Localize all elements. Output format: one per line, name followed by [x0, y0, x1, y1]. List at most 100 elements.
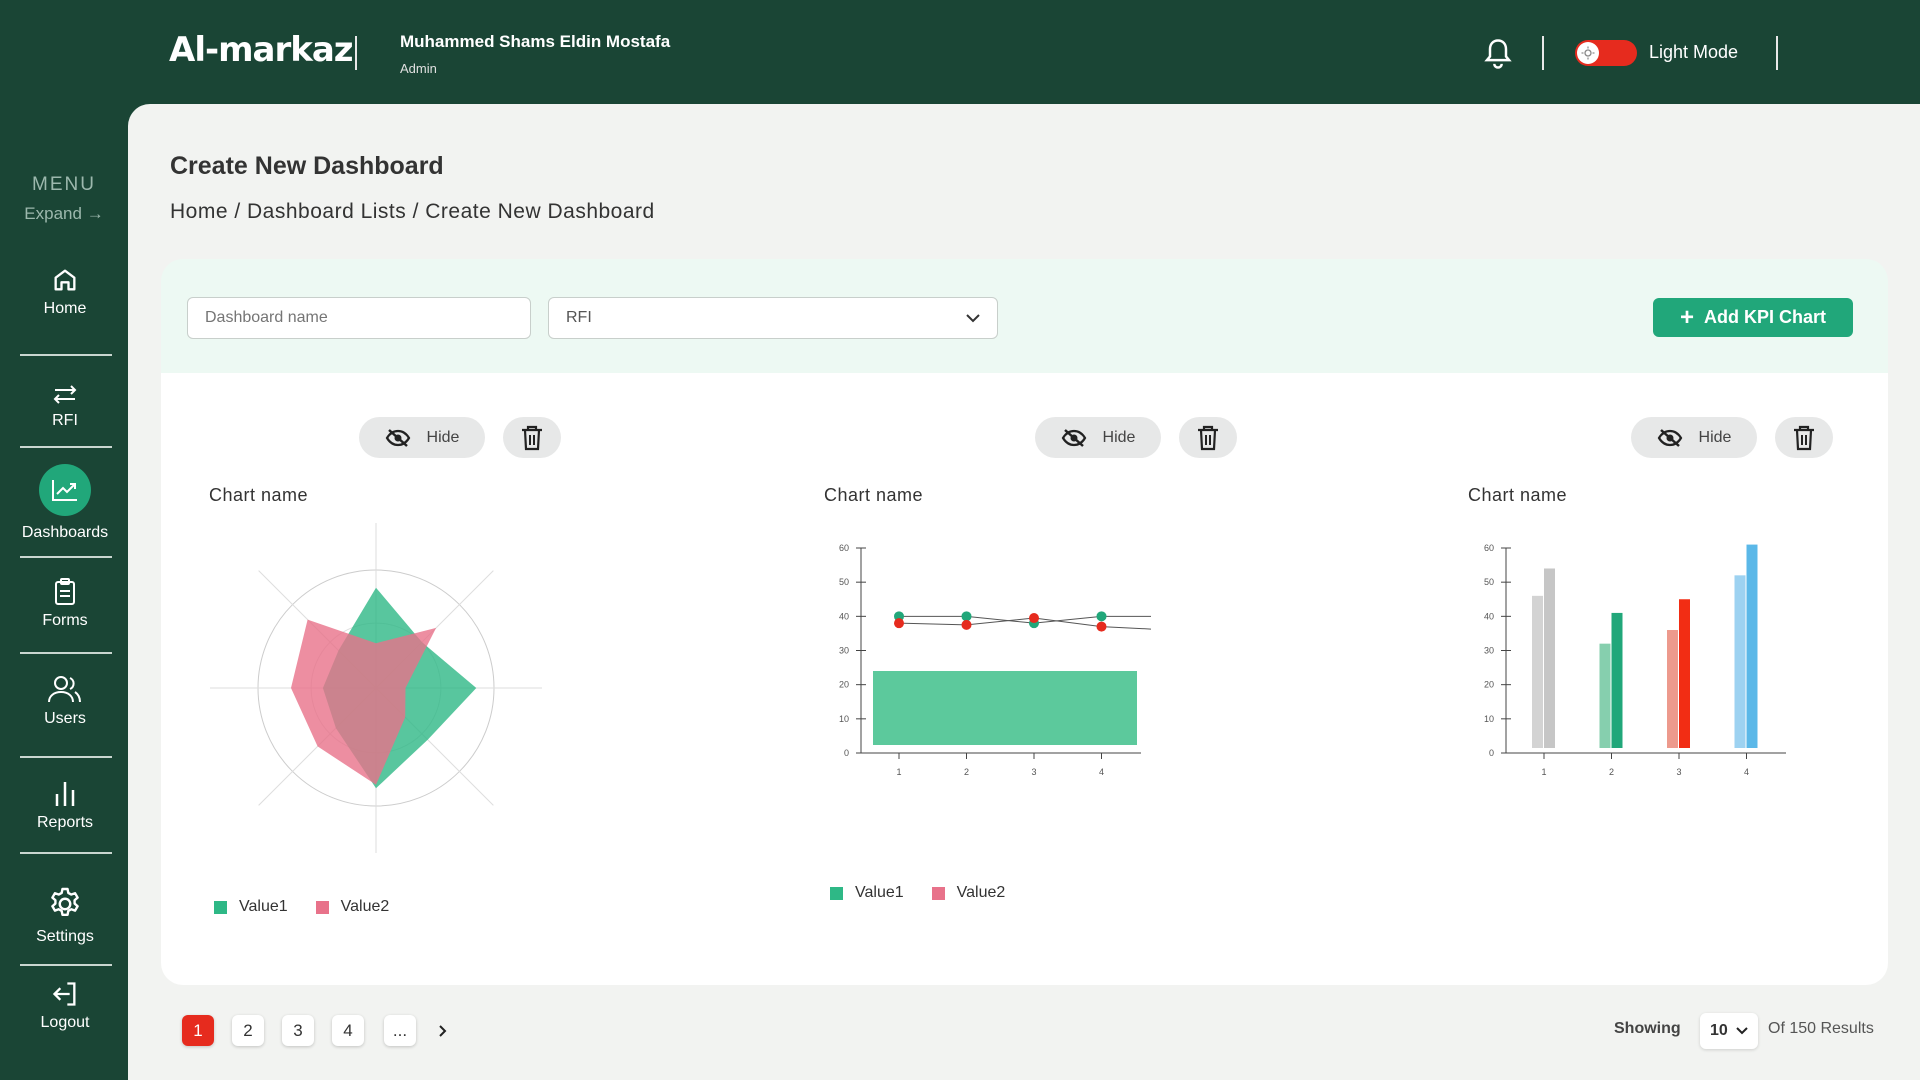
bar: [1734, 575, 1746, 748]
legend-item: Value1: [830, 884, 904, 902]
bar: [1544, 568, 1555, 748]
page-ellipsis[interactable]: ...: [384, 1015, 416, 1046]
hide-chart-button[interactable]: Hide: [1631, 417, 1757, 458]
expand-button[interactable]: Expand →: [0, 204, 128, 224]
arrows-icon: [53, 385, 77, 404]
y-tick-label: 20: [839, 680, 849, 690]
light-mode-toggle[interactable]: [1575, 40, 1637, 66]
main-panel: Create New Dashboard Home / Dashboard Li…: [128, 104, 1920, 1080]
radar-series-area: [291, 619, 437, 785]
data-point: [1096, 621, 1107, 632]
menu-title: MENU: [32, 174, 96, 195]
chart-type-select[interactable]: RFI: [548, 297, 998, 339]
y-tick-label: 50: [839, 577, 849, 587]
page-button[interactable]: 2: [232, 1015, 264, 1046]
data-point: [961, 619, 972, 630]
sidebar-item-users[interactable]: Users: [0, 674, 130, 728]
sidebar-divider: [20, 652, 112, 654]
series-line: [899, 615, 1151, 624]
legend-label: Value1: [239, 898, 288, 915]
trend-chart-icon: [39, 464, 91, 516]
chart-name: Chart name: [209, 485, 309, 505]
eye-off-icon: [1061, 428, 1086, 447]
legend-label: Value2: [340, 898, 390, 915]
legend-swatch: [830, 886, 843, 900]
clipboard-icon: [55, 578, 75, 605]
y-tick-label: 10: [839, 714, 849, 724]
per-page-select[interactable]: 10: [1700, 1013, 1758, 1049]
top-bar: Al-markaz Muhammed Shams Eldin Mostafa A…: [0, 0, 1920, 104]
x-tick-label: 2: [964, 767, 969, 777]
add-kpi-chart-button[interactable]: + Add KPI Chart: [1653, 298, 1853, 337]
sidebar-item-label: Reports: [36, 814, 94, 831]
chevron-down-icon: [1736, 1027, 1748, 1035]
charts-card: Hide Chart name Value1 Value2 Hide Chart…: [161, 373, 1888, 985]
hide-chart-button[interactable]: Hide: [1035, 417, 1161, 458]
sidebar: MENU Expand → Home RFI Dashboards Forms …: [0, 104, 128, 1080]
divider: [355, 36, 357, 70]
sidebar-item-forms[interactable]: Forms: [0, 578, 130, 630]
trash-icon: [522, 425, 542, 450]
chart-name: Chart name: [824, 485, 924, 505]
delete-chart-button[interactable]: [503, 417, 561, 458]
line-chart: 010203040506012345: [839, 543, 1151, 777]
add-button-label: Add KPI Chart: [1704, 307, 1827, 327]
bell-icon[interactable]: [1483, 38, 1513, 70]
data-point: [1029, 613, 1039, 624]
y-tick-label: 50: [1484, 577, 1494, 587]
showing-label: Showing: [1614, 1020, 1681, 1037]
data-point: [961, 611, 972, 622]
sidebar-item-settings[interactable]: Settings: [0, 886, 130, 946]
sidebar-item-label: Logout: [40, 1014, 90, 1031]
y-tick-label: 60: [1484, 543, 1494, 553]
sidebar-item-rfi[interactable]: RFI: [0, 384, 130, 430]
bar: [1679, 599, 1690, 748]
hide-chart-button[interactable]: Hide: [359, 417, 485, 458]
bar: [1611, 612, 1623, 748]
sidebar-item-reports[interactable]: Reports: [0, 780, 130, 832]
app-logo[interactable]: Al-markaz: [169, 30, 354, 70]
delete-chart-button[interactable]: [1179, 417, 1237, 458]
bar: [1532, 595, 1543, 748]
sidebar-item-label: Users: [44, 710, 86, 727]
per-page-value: 10: [1710, 1022, 1728, 1039]
chart-name: Chart name: [1468, 485, 1568, 505]
hide-label: Hide: [426, 428, 460, 446]
radar-chart: [210, 523, 542, 853]
sidebar-item-label: RFI: [52, 412, 78, 429]
breadcrumb[interactable]: Home / Dashboard Lists / Create New Dash…: [170, 200, 655, 223]
chevron-right-icon[interactable]: [436, 1016, 450, 1046]
bar-chart-icon: [55, 782, 75, 806]
sidebar-divider: [20, 964, 112, 966]
sidebar-item-logout[interactable]: Logout: [0, 980, 130, 1032]
sidebar-divider: [20, 446, 112, 448]
sidebar-item-label: Forms: [42, 612, 88, 629]
page-button[interactable]: 1: [182, 1015, 214, 1046]
page-title: Create New Dashboard: [170, 152, 444, 180]
chart-legend: Value1 Value2: [830, 884, 1005, 902]
eye-off-icon: [385, 428, 410, 447]
x-tick-label: 4: [1744, 767, 1749, 777]
legend-label: Value2: [956, 884, 1006, 901]
sidebar-item-dashboards[interactable]: Dashboards: [0, 464, 130, 542]
data-point: [894, 618, 904, 629]
bar: [1667, 630, 1678, 748]
y-tick-label: 10: [1484, 714, 1494, 724]
dashboard-name-input[interactable]: [187, 297, 531, 339]
hide-label: Hide: [1698, 428, 1732, 446]
page-button[interactable]: 3: [282, 1015, 314, 1046]
sidebar-item-label: Dashboards: [21, 524, 109, 541]
y-tick-label: 0: [1489, 748, 1494, 758]
sidebar-divider: [20, 852, 112, 854]
eye-off-icon: [1657, 428, 1682, 447]
plus-icon: +: [1679, 303, 1694, 331]
y-tick-label: 0: [844, 748, 849, 758]
bar: [1599, 643, 1611, 748]
delete-chart-button[interactable]: [1775, 417, 1833, 458]
select-value: RFI: [566, 309, 592, 326]
sidebar-item-home[interactable]: Home: [0, 266, 130, 318]
page-button[interactable]: 4: [332, 1015, 364, 1046]
user-name: Muhammed Shams Eldin Mostafa: [400, 32, 671, 51]
data-point: [1096, 611, 1107, 622]
x-tick-label: 3: [1676, 767, 1681, 777]
